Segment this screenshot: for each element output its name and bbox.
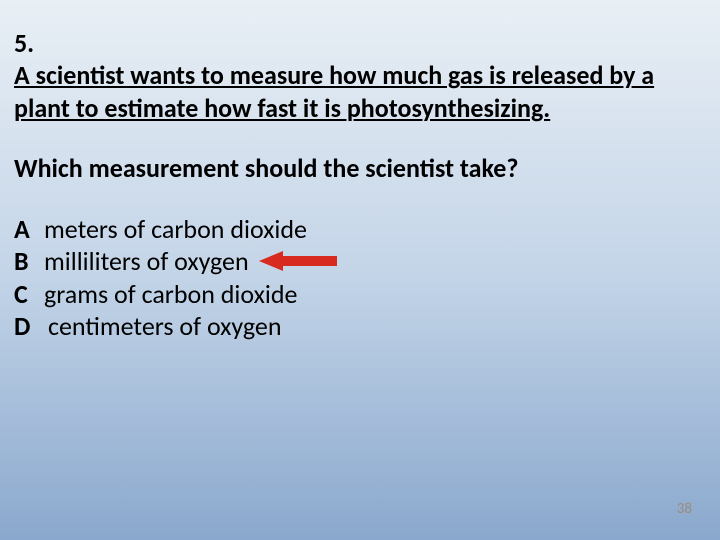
option-letter: C: [14, 278, 44, 311]
option-letter: A: [14, 213, 44, 246]
option-d: D centimeters of oxygen: [14, 310, 706, 343]
options-list: A meters of carbon dioxide B milliliters…: [14, 213, 706, 343]
option-text: milliliters of oxygen: [44, 245, 249, 278]
option-letter: B: [14, 245, 44, 278]
option-text: grams of carbon dioxide: [44, 278, 297, 311]
question-stem: A scientist wants to measure how much ga…: [14, 59, 706, 124]
answer-arrow-icon: [259, 251, 337, 271]
option-text: centimeters of oxygen: [44, 310, 281, 343]
option-a: A meters of carbon dioxide: [14, 213, 706, 246]
option-text: meters of carbon dioxide: [44, 213, 307, 246]
option-b: B milliliters of oxygen: [14, 245, 706, 278]
question-prompt: Which measurement should the scientist t…: [14, 152, 706, 185]
question-number: 5.: [14, 28, 706, 59]
option-c: C grams of carbon dioxide: [14, 278, 706, 311]
option-letter: D: [14, 310, 44, 343]
page-number: 38: [677, 500, 692, 518]
